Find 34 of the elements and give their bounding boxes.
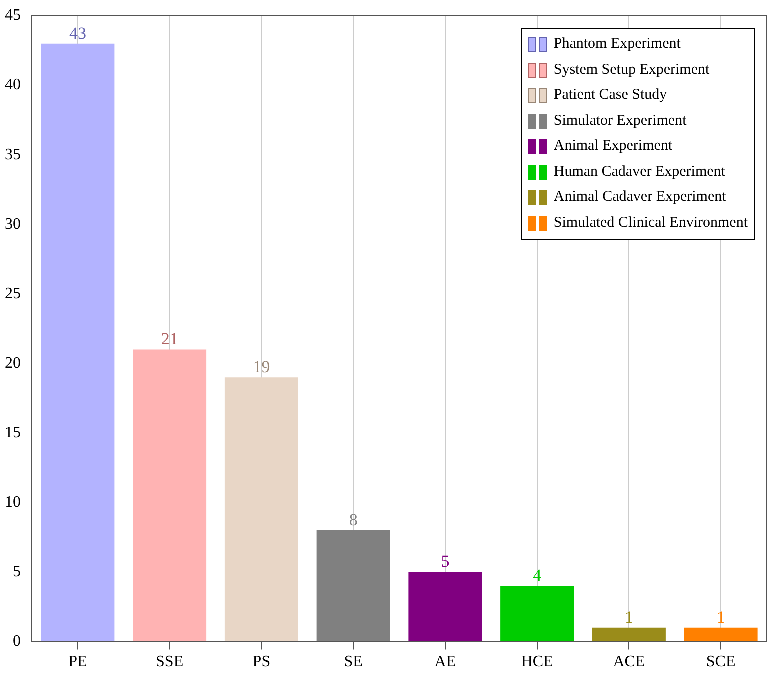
data-label: 4 bbox=[533, 566, 542, 586]
legend-label: Animal Experiment bbox=[554, 137, 673, 156]
legend-label: Human Cadaver Experiment bbox=[554, 162, 726, 182]
y-tick-label: 15 bbox=[5, 424, 21, 442]
y-tick-label: 40 bbox=[5, 76, 21, 94]
legend-label: Simulator Experiment bbox=[554, 112, 687, 130]
legend-label: Patient Case Study bbox=[554, 86, 668, 105]
x-tick-label: HCE bbox=[521, 654, 554, 671]
x-tick-label: SE bbox=[344, 654, 363, 671]
x-tick-label: SSE bbox=[156, 654, 184, 671]
legend-label: System Setup Experiment bbox=[554, 60, 710, 80]
y-tick-label: 0 bbox=[13, 633, 21, 650]
legend-label: Animal Cadaver Experiment bbox=[554, 188, 726, 207]
y-tick-label: 20 bbox=[5, 354, 21, 372]
data-label: 21 bbox=[161, 330, 178, 349]
y-tick-label: 10 bbox=[5, 494, 21, 511]
legend-label: Simulated Clinical Environment bbox=[554, 214, 748, 232]
y-tick-label: 5 bbox=[13, 563, 21, 580]
x-tick-label: AE bbox=[434, 654, 456, 671]
data-label: 5 bbox=[441, 552, 450, 572]
x-tick-label: SCE bbox=[706, 654, 736, 671]
y-tick-label: 25 bbox=[5, 285, 21, 302]
data-label: 19 bbox=[253, 358, 270, 377]
x-tick-label: PS bbox=[252, 654, 271, 671]
data-label: 43 bbox=[69, 24, 86, 43]
x-tick-label: ACE bbox=[613, 654, 646, 671]
legend-label: Phantom Experiment bbox=[554, 35, 681, 54]
data-label: 1 bbox=[716, 608, 726, 627]
x-tick-label: PE bbox=[68, 654, 88, 671]
y-tick-label: 30 bbox=[5, 216, 21, 233]
data-label: 1 bbox=[624, 608, 634, 627]
data-label: 8 bbox=[349, 510, 358, 530]
y-tick-label: 35 bbox=[5, 146, 21, 164]
y-tick-label: 45 bbox=[5, 7, 21, 24]
